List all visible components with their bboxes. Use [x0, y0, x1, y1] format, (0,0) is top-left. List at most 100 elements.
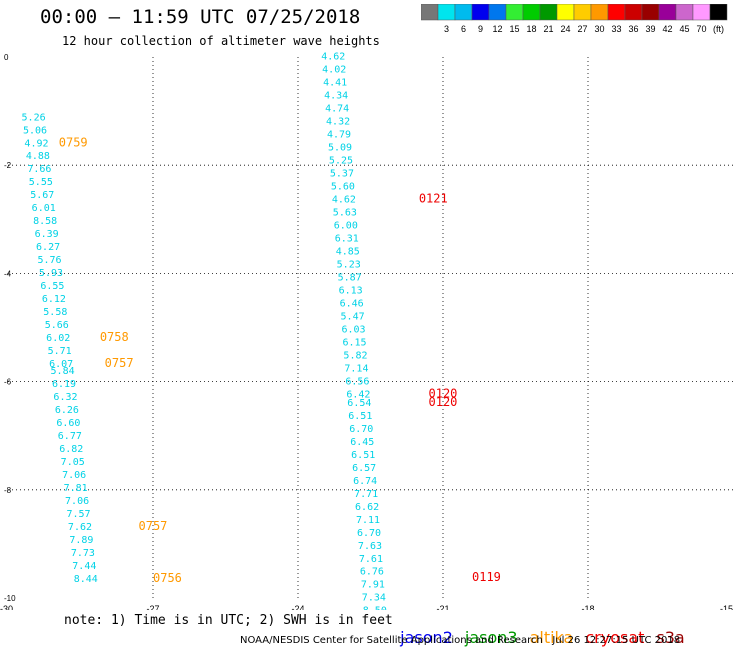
wave-height-label: 5.58 — [43, 307, 67, 318]
wave-height-label: 6.07 — [49, 359, 73, 370]
wave-height-label: 6.39 — [35, 229, 59, 240]
color-scale-label: 30 — [594, 24, 604, 34]
page-title: 00:00 — 11:59 UTC 07/25/2018 — [40, 6, 361, 28]
wave-height-label: 7.66 — [27, 164, 51, 175]
wave-height-label: 7.63 — [358, 541, 382, 552]
wave-height-label: 5.67 — [30, 190, 54, 201]
wave-height-label: 6.26 — [55, 405, 79, 416]
time-label: 0759 — [59, 135, 88, 149]
wave-height-label: 6.12 — [42, 294, 66, 305]
wave-height-label: 6.82 — [59, 444, 83, 455]
wave-height-label: 6.76 — [360, 567, 384, 578]
legend-item-jason2: jason2 — [400, 628, 453, 647]
color-scale-label: 12 — [492, 24, 502, 34]
wave-height-label: 4.79 — [327, 130, 351, 141]
wave-height-label: 7.71 — [354, 489, 378, 500]
wave-height-label: 4.02 — [322, 65, 346, 76]
wave-height-label: 4.62 — [321, 52, 345, 63]
x-tick-label: -24 — [291, 604, 304, 610]
y-tick-label: 0 — [4, 53, 9, 62]
color-scale: 3 6 9 12 15 18 21 24 27 30 33 36 39 42 45 70 (ft) — [421, 4, 728, 34]
color-scale-label: 36 — [628, 24, 638, 34]
wave-height-label: 5.93 — [39, 268, 63, 279]
wave-height-label: 7.73 — [71, 548, 95, 559]
units-note: note: 1) Time is in UTC; 2) SWH is in fe… — [64, 613, 393, 628]
wave-height-label: 6.56 — [345, 376, 369, 387]
wave-height-label: 4.74 — [325, 104, 349, 115]
time-label: 0757 — [105, 356, 134, 370]
wave-height-label: 7.05 — [61, 457, 85, 468]
color-scale-swatch — [709, 4, 728, 21]
wave-height-label: 6.31 — [335, 233, 359, 244]
x-tick-label: -15 — [720, 604, 733, 610]
wave-height-label: 5.23 — [337, 259, 361, 270]
wave-height-label: 7.44 — [72, 561, 96, 572]
wave-height-label: 4.92 — [24, 138, 48, 149]
wave-height-label: 7.34 — [362, 593, 386, 604]
time-label: 0756 — [153, 571, 182, 585]
wave-height-label: 6.77 — [58, 431, 82, 442]
wave-height-label: 5.47 — [341, 311, 365, 322]
wave-height-label: 5.09 — [328, 143, 352, 154]
y-tick-label: -6 — [4, 378, 12, 387]
wave-height-label: 6.70 — [357, 528, 381, 539]
wave-height-label: 5.82 — [343, 350, 367, 361]
color-scale-label: 18 — [526, 24, 536, 34]
wave-height-label: 6.15 — [342, 337, 366, 348]
wave-height-label: 6.51 — [348, 411, 372, 422]
color-scale-label: 39 — [645, 24, 655, 34]
wave-height-label: 6.27 — [36, 242, 60, 253]
page-subtitle: 12 hour collection of altimeter wave hei… — [62, 34, 380, 48]
wave-height-label: 5.66 — [45, 320, 69, 331]
wave-height-label: 7.62 — [68, 522, 92, 533]
wave-height-label: 6.70 — [349, 424, 373, 435]
credit-line: NOAA/NESDIS Center for Satellite Applica… — [240, 635, 681, 646]
x-tick-label: -30 — [0, 604, 13, 610]
wave-height-label: 5.37 — [330, 169, 354, 180]
color-scale-label: (ft) — [713, 24, 724, 34]
wave-height-label: 7.91 — [361, 580, 385, 591]
wave-height-label: 6.54 — [347, 398, 371, 409]
wave-height-label: 6.55 — [40, 281, 64, 292]
wave-height-label: 7.81 — [64, 483, 88, 494]
wave-height-label: 6.32 — [53, 392, 77, 403]
wave-height-label: 6.01 — [32, 203, 56, 214]
time-label: 0121 — [419, 192, 448, 206]
wave-height-label: 8.50 — [363, 606, 387, 610]
wave-height-label: 5.60 — [331, 182, 355, 193]
legend-item-cryosat: cryosat — [585, 628, 645, 647]
wave-height-label: 6.62 — [355, 502, 379, 513]
wave-height-label: 8.58 — [33, 216, 57, 227]
color-scale-label: 45 — [679, 24, 689, 34]
color-scale-label: 6 — [461, 24, 466, 34]
color-scale-label: 15 — [509, 24, 519, 34]
wave-height-label: 6.03 — [342, 324, 366, 335]
wave-height-label: 5.84 — [51, 366, 75, 377]
time-label: 0757 — [139, 519, 168, 533]
wave-height-label: 4.88 — [26, 151, 50, 162]
wave-height-label: 6.13 — [339, 285, 363, 296]
wave-height-label: 7.14 — [344, 363, 368, 374]
y-tick-label: -2 — [4, 161, 12, 170]
wave-height-label: 6.02 — [46, 333, 70, 344]
wave-height-label: 4.85 — [336, 246, 360, 257]
wave-height-label: 7.06 — [65, 496, 89, 507]
time-label: 0758 — [100, 330, 129, 344]
wave-height-label: 6.00 — [334, 220, 358, 231]
wave-height-label: 5.76 — [37, 255, 61, 266]
legend-item-s3a: s3a — [656, 628, 685, 647]
wave-height-label: 7.61 — [359, 554, 383, 565]
wave-height-label: 5.71 — [48, 346, 72, 357]
wave-height-label: 4.62 — [332, 195, 356, 206]
color-scale-label: 70 — [696, 24, 706, 34]
wave-height-label: 8.44 — [74, 574, 98, 585]
y-tick-label: -10 — [4, 594, 16, 603]
color-scale-label: 9 — [478, 24, 483, 34]
x-tick-label: -21 — [436, 604, 449, 610]
wave-height-label: 6.60 — [56, 418, 80, 429]
y-tick-label: -8 — [4, 486, 12, 495]
wave-height-label: 6.19 — [52, 379, 76, 390]
time-label: 0119 — [472, 570, 501, 584]
wave-height-label: 7.06 — [62, 470, 86, 481]
wave-height-label: 5.63 — [333, 208, 357, 219]
